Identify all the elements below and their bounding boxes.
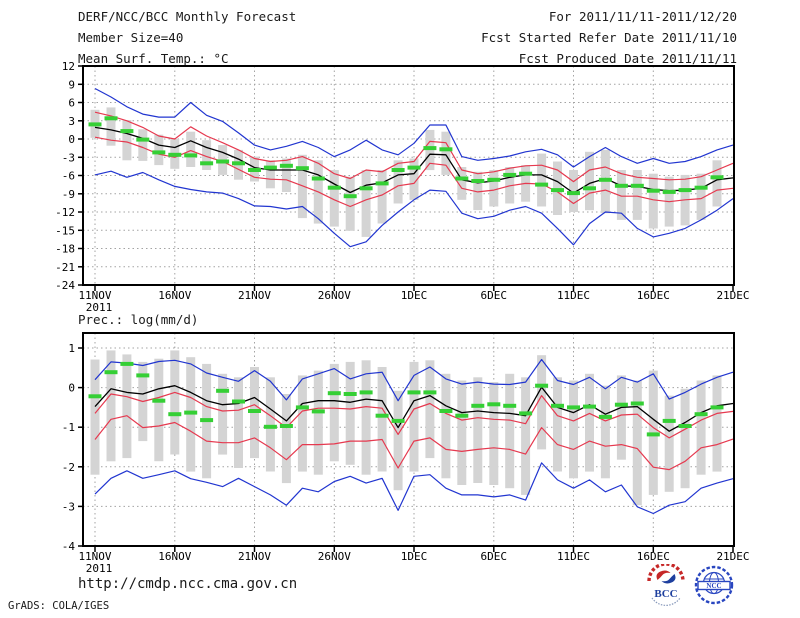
svg-text:-3: -3 xyxy=(62,151,75,164)
svg-text:2011: 2011 xyxy=(86,562,113,575)
prec-chart-title: Prec.: log(mm/d) xyxy=(78,312,199,327)
green-dash-marks xyxy=(88,361,724,437)
series-red-upper-spread xyxy=(94,391,734,439)
fcst-produced-date-label: Fcst Produced Date 2011/11/11 xyxy=(518,51,737,66)
svg-text:11NOV: 11NOV xyxy=(78,550,111,563)
green-dash-marks xyxy=(88,116,724,199)
plot-frame xyxy=(82,332,735,547)
bcc-swirl-red-icon xyxy=(656,570,671,580)
svg-text:-18: -18 xyxy=(55,243,75,256)
svg-text:11NOV: 11NOV xyxy=(78,289,111,302)
svg-text:21NOV: 21NOV xyxy=(238,550,271,563)
series-red-upper-spread xyxy=(94,111,734,183)
ncc-wreath-icon xyxy=(694,565,734,605)
svg-text:16NOV: 16NOV xyxy=(158,550,191,563)
svg-text:-4: -4 xyxy=(62,540,76,553)
svg-text:21NOV: 21NOV xyxy=(238,289,271,302)
svg-text:11DEC: 11DEC xyxy=(557,289,590,302)
svg-text:2011: 2011 xyxy=(86,301,113,314)
svg-text:26NOV: 26NOV xyxy=(318,550,351,563)
member-size-label: Member Size=40 xyxy=(78,30,184,45)
grads-credit: GrADS: COLA/IGES xyxy=(8,600,110,612)
svg-text:-9: -9 xyxy=(62,188,75,201)
series-blue-upper-envelope xyxy=(94,87,734,168)
series-blue-lower-envelope xyxy=(94,170,734,248)
svg-text:16DEC: 16DEC xyxy=(637,550,670,563)
ncc-banner xyxy=(697,580,731,591)
ncc-logo-label: NCC xyxy=(706,582,721,590)
bcc-swirl-blue-icon xyxy=(661,574,676,584)
fcst-start-date-label: Fcst Started Refer Date 2011/11/10 xyxy=(481,30,737,45)
svg-text:3: 3 xyxy=(68,115,75,128)
bcc-caption-arc xyxy=(651,597,681,606)
svg-text:-12: -12 xyxy=(55,206,75,219)
forecast-range-label: For 2011/11/11-2011/12/20 xyxy=(548,9,737,24)
svg-text:-3: -3 xyxy=(62,500,75,513)
svg-text:0: 0 xyxy=(68,133,75,146)
svg-text:11DEC: 11DEC xyxy=(557,550,590,563)
temp-chart-title: Mean Surf. Temp.: °C xyxy=(78,51,229,66)
svg-text:16DEC: 16DEC xyxy=(637,289,670,302)
svg-text:12: 12 xyxy=(62,60,75,73)
svg-text:-2: -2 xyxy=(62,461,75,474)
bcc-logo-label: BCC xyxy=(654,588,677,600)
svg-text:-6: -6 xyxy=(62,170,75,183)
svg-text:1DEC: 1DEC xyxy=(401,550,428,563)
svg-text:26NOV: 26NOV xyxy=(318,289,351,302)
member-spread-bars xyxy=(90,107,722,237)
svg-text:21DEC: 21DEC xyxy=(716,550,749,563)
bcc-logo-icon: BCC xyxy=(647,564,685,606)
series-ensemble-mean xyxy=(94,385,734,432)
series-blue-lower-envelope xyxy=(94,462,734,515)
series-blue-upper-envelope xyxy=(94,358,734,402)
series-red-lower-spread xyxy=(94,136,734,208)
svg-text:6DEC: 6DEC xyxy=(481,289,508,302)
svg-text:16NOV: 16NOV xyxy=(158,289,191,302)
svg-text:0: 0 xyxy=(68,382,75,395)
svg-text:-24: -24 xyxy=(55,279,75,292)
svg-text:1DEC: 1DEC xyxy=(401,289,428,302)
page-title: DERF/NCC/BCC Monthly Forecast xyxy=(78,9,297,24)
svg-text:-15: -15 xyxy=(55,224,75,237)
ncc-logo-icon: NCC xyxy=(694,565,734,605)
svg-text:-1: -1 xyxy=(62,421,75,434)
svg-text:6DEC: 6DEC xyxy=(481,550,508,563)
svg-text:21DEC: 21DEC xyxy=(716,289,749,302)
bcc-arc-characters xyxy=(647,564,685,582)
svg-text:9: 9 xyxy=(68,78,75,91)
svg-text:1: 1 xyxy=(68,342,75,355)
svg-text:6: 6 xyxy=(68,97,75,110)
svg-text:-21: -21 xyxy=(55,261,75,274)
source-url: http://cmdp.ncc.cma.gov.cn xyxy=(78,576,298,592)
plot-frame xyxy=(82,65,735,286)
series-red-lower-spread xyxy=(94,415,734,471)
